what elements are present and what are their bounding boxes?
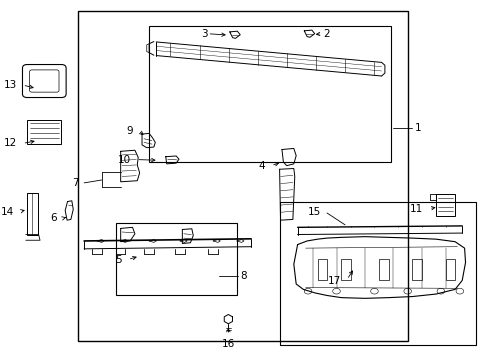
Bar xyxy=(435,194,454,216)
Text: 7: 7 xyxy=(72,178,78,188)
Bar xyxy=(279,202,475,345)
Text: 2: 2 xyxy=(323,29,330,39)
Bar xyxy=(149,26,390,162)
Bar xyxy=(27,193,38,234)
Bar xyxy=(445,259,454,280)
Text: 17: 17 xyxy=(327,276,341,286)
Text: 9: 9 xyxy=(125,126,132,135)
Text: 6: 6 xyxy=(50,213,57,223)
Text: 12: 12 xyxy=(3,139,17,148)
Text: 5: 5 xyxy=(115,255,122,265)
Text: 14: 14 xyxy=(0,207,14,217)
Text: 10: 10 xyxy=(117,154,130,165)
Text: 4: 4 xyxy=(258,161,265,171)
Bar xyxy=(341,259,350,280)
Text: 11: 11 xyxy=(409,204,423,214)
Bar xyxy=(78,12,407,341)
Text: 8: 8 xyxy=(240,271,247,281)
Bar xyxy=(116,223,236,295)
Text: 15: 15 xyxy=(307,207,321,217)
Bar xyxy=(378,259,388,280)
Text: 3: 3 xyxy=(201,29,207,39)
Bar xyxy=(317,259,326,280)
Bar xyxy=(27,120,61,144)
Text: 16: 16 xyxy=(221,338,235,348)
Bar xyxy=(411,259,421,280)
Text: 13: 13 xyxy=(3,80,17,90)
Text: 1: 1 xyxy=(414,123,421,133)
